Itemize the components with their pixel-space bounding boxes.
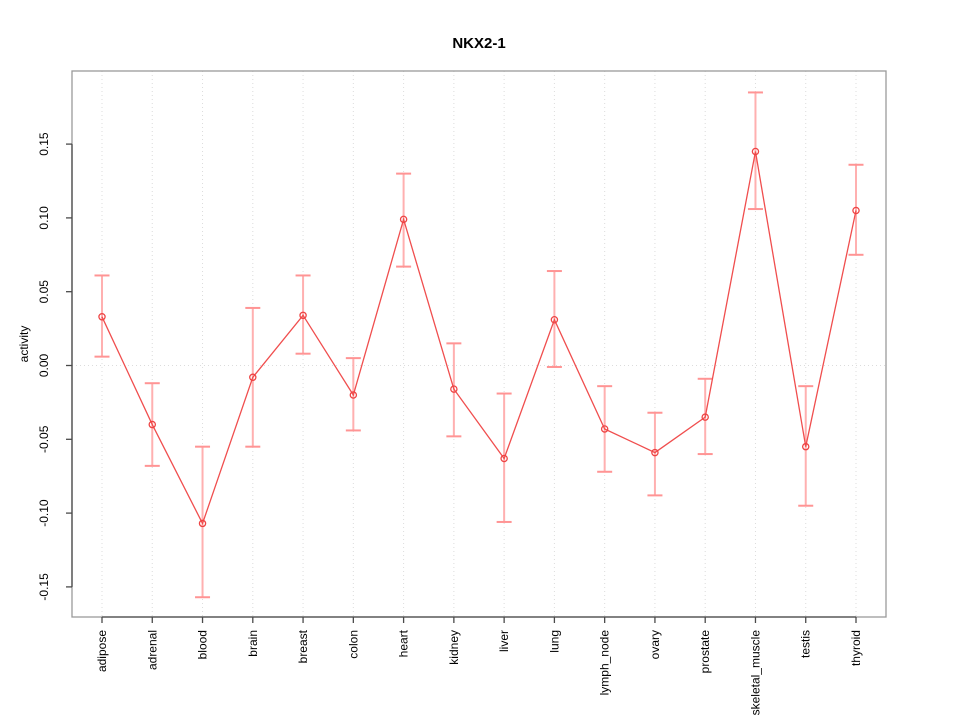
y-tick-label: -0.10 [37,499,51,527]
chart-title: NKX2-1 [452,35,505,52]
x-tick-label: kidney [447,630,461,665]
x-tick-label: lung [547,630,561,653]
y-axis-label: activity [17,326,31,363]
data-line [101,151,857,526]
x-tick-label: ovary [648,630,662,659]
x-tick-label: colon [346,630,360,659]
x-tick-label: heart [397,629,411,657]
y-tick-label: -0.05 [37,425,51,453]
data-point-marker [801,442,810,451]
x-tick-label: skeletal_muscle [748,630,762,716]
data-point-marker [500,454,508,463]
data-point-marker [600,425,609,433]
data-point-marker [249,373,257,382]
plot-box [71,70,887,618]
y-tick-label: -0.15 [37,573,51,601]
data-point-marker [198,519,207,528]
x-tick-label: adrenal [145,630,159,670]
x-tick-label: blood [196,630,210,659]
x-tick-label: lymph_node [598,630,612,696]
y-tick-label: 0.05 [37,280,51,304]
data-point-marker [751,147,760,156]
x-tick-label: testis [799,630,813,658]
x-tick-label: breast [296,629,310,663]
data-point-marker [651,448,659,457]
y-tick-label: 0.00 [37,353,51,377]
data-point-marker [701,413,709,421]
x-tick-label: prostate [698,630,712,674]
x-tick-label: brain [246,630,260,657]
chart-layer: -0.15 -0.10 -0.05 0.00 0.05 0.10 0.15 adipose ad… [37,70,887,716]
data-point-marker [550,315,559,324]
x-tick-label: thyroid [849,630,863,666]
y-tick-label: 0.10 [37,206,51,230]
x-tick-label: liver [497,630,511,652]
data-point-marker [148,420,157,429]
x-tick-label: adipose [95,630,109,672]
data-point-marker [349,391,358,399]
y-tick-label: 0.15 [37,132,51,156]
data-point-marker [852,206,860,215]
data-point-marker [299,311,307,320]
data-point-marker [98,313,106,321]
data-point-marker [399,215,408,224]
data-point-marker [450,385,458,393]
